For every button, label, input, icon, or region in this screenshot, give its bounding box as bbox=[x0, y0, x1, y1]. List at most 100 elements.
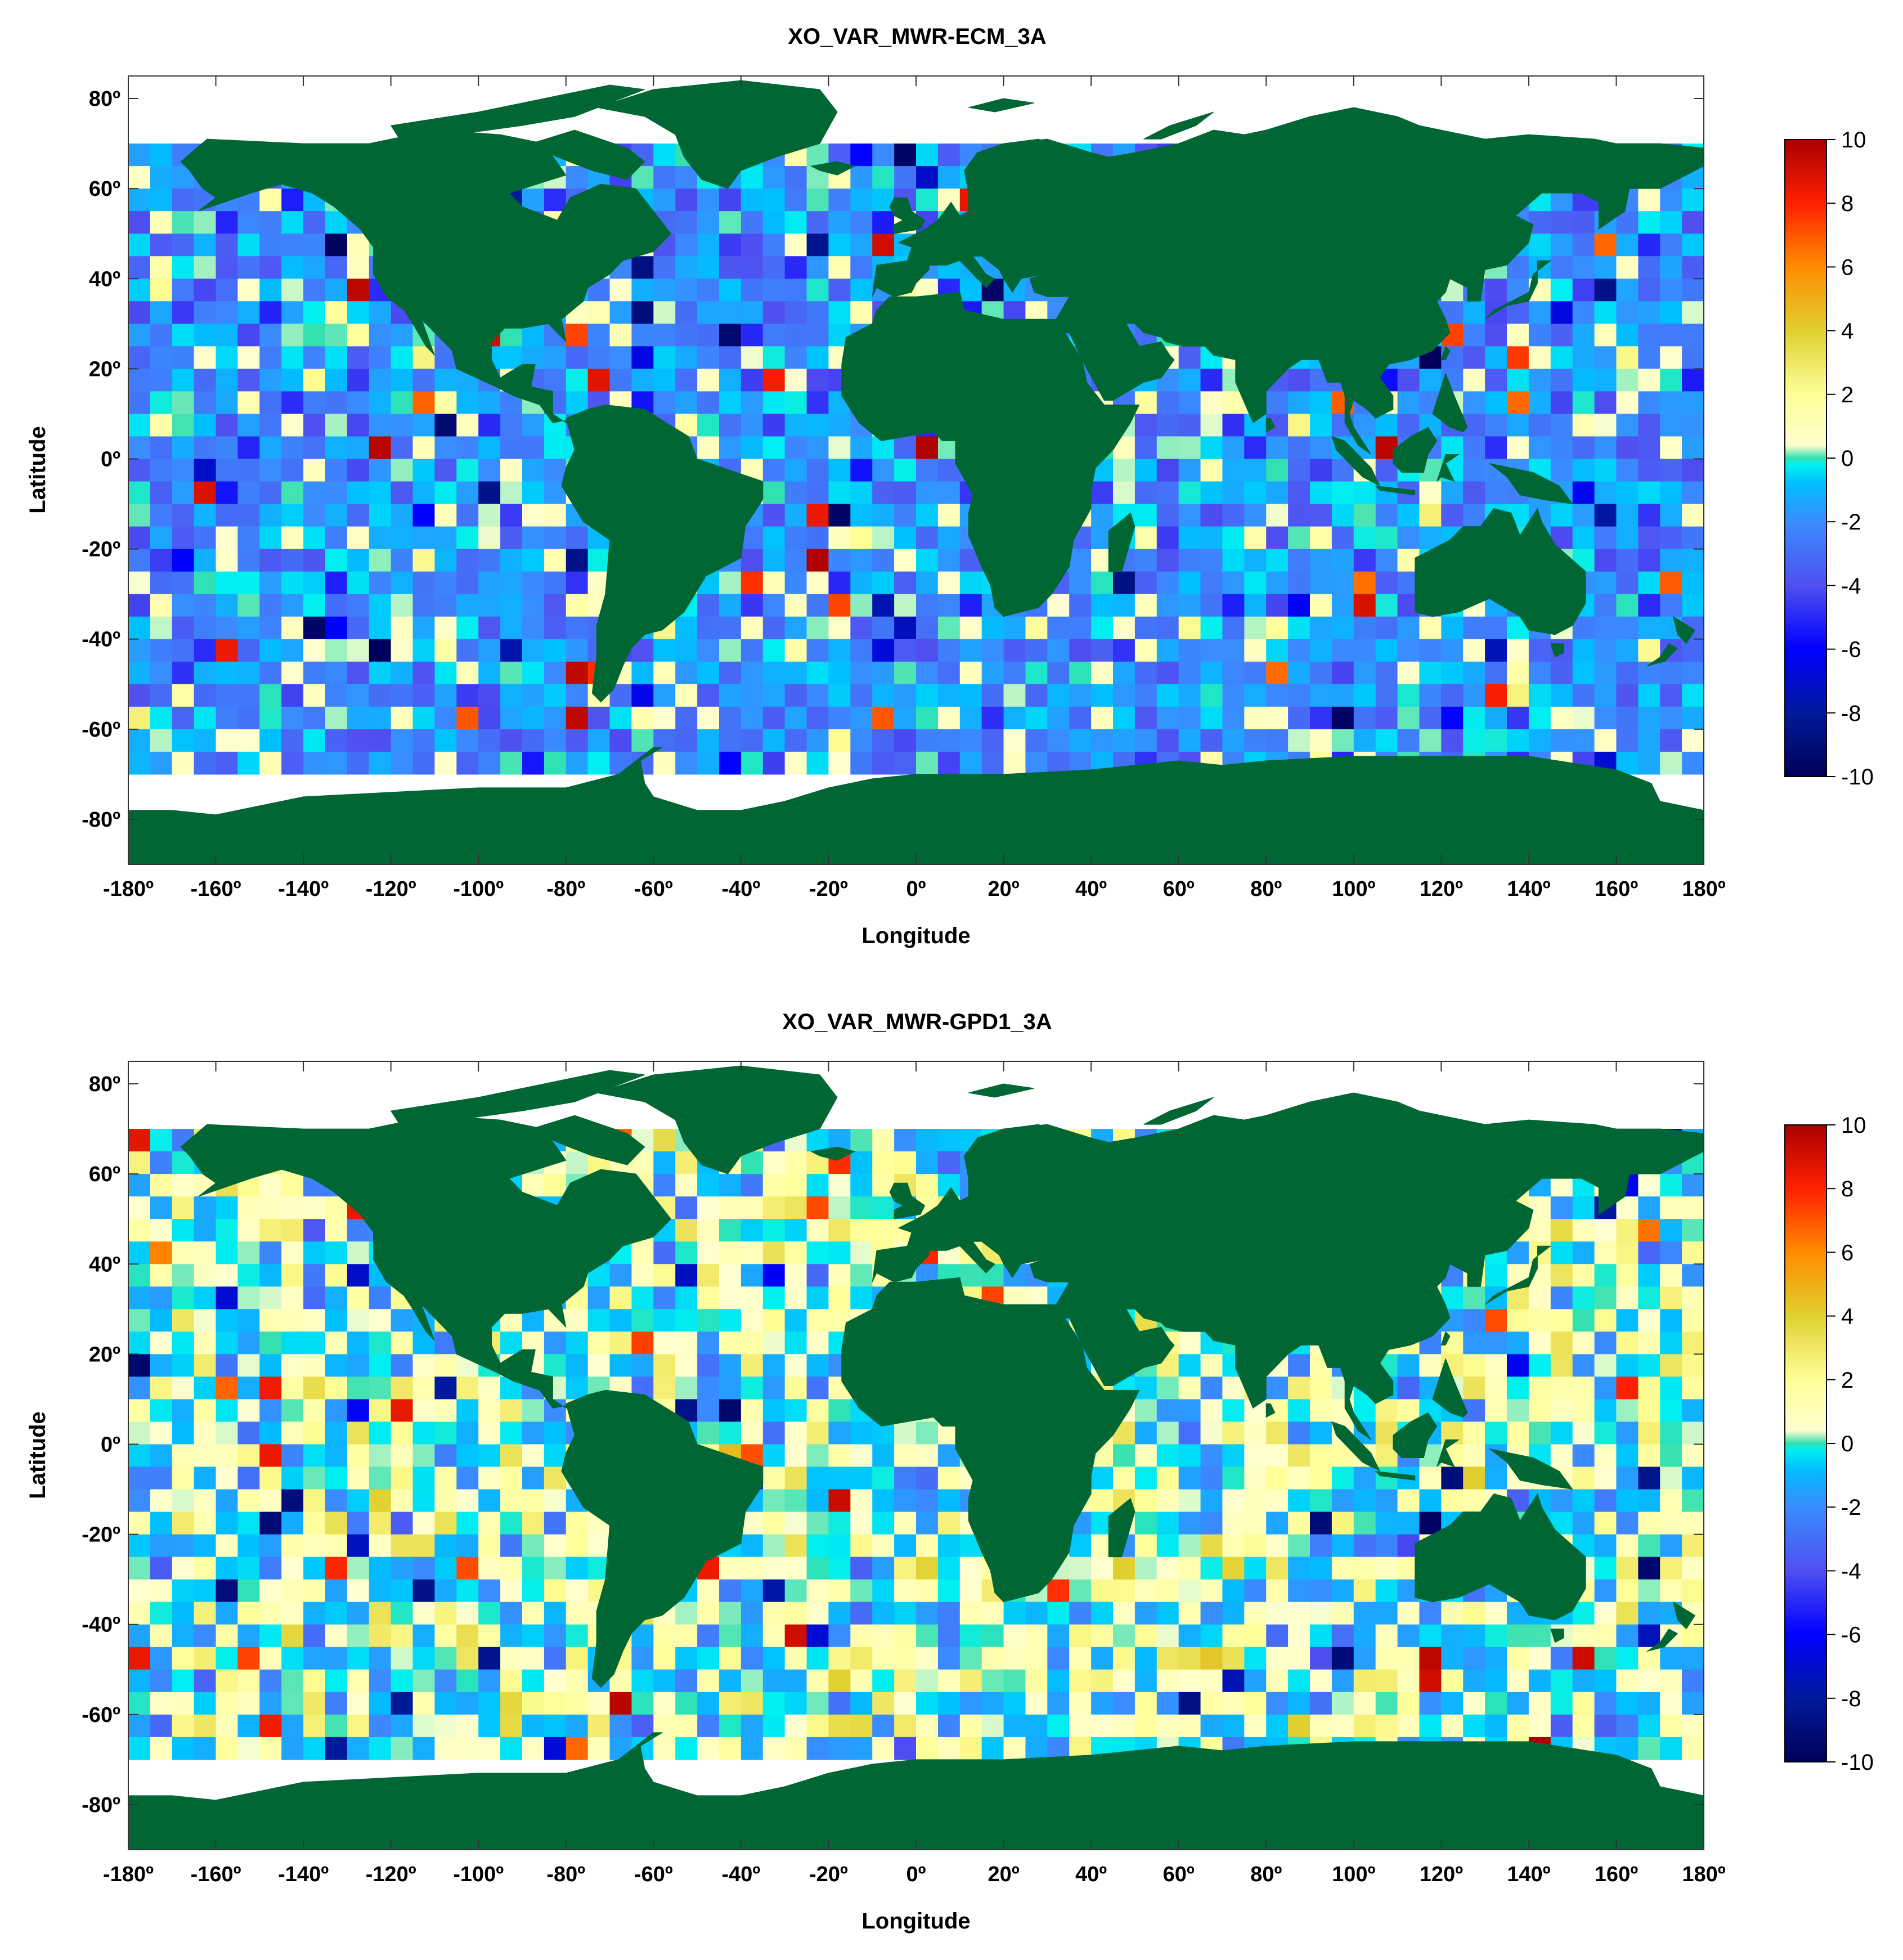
data-cell bbox=[500, 1624, 523, 1648]
data-cell bbox=[1528, 1286, 1551, 1309]
data-cell bbox=[303, 1219, 326, 1242]
data-cell bbox=[1310, 1466, 1332, 1490]
data-cell bbox=[281, 1354, 304, 1377]
data-cell bbox=[631, 1714, 654, 1738]
data-cell bbox=[128, 211, 151, 234]
data-cell bbox=[806, 684, 829, 707]
data-cell bbox=[1178, 571, 1201, 595]
data-cell bbox=[719, 1376, 742, 1400]
data-cell bbox=[1178, 1602, 1201, 1625]
data-cell bbox=[434, 1669, 457, 1693]
data-cell bbox=[937, 1579, 961, 1603]
data-cell bbox=[281, 256, 304, 279]
data-cell bbox=[281, 1444, 304, 1468]
data-cell bbox=[1156, 616, 1179, 640]
data-cell bbox=[850, 1421, 873, 1445]
data-cell bbox=[565, 1624, 589, 1648]
data-cell bbox=[1419, 729, 1442, 752]
land-baffin-island bbox=[530, 1115, 645, 1165]
data-cell bbox=[1288, 1624, 1310, 1648]
data-cell bbox=[172, 729, 195, 752]
data-cell bbox=[806, 1602, 829, 1625]
data-cell bbox=[325, 391, 348, 415]
data-cell bbox=[237, 369, 260, 392]
data-cell bbox=[303, 256, 326, 279]
data-cell bbox=[894, 1489, 917, 1513]
data-cell bbox=[391, 1331, 414, 1354]
data-cell bbox=[1528, 436, 1551, 460]
data-cell bbox=[281, 301, 304, 324]
data-cell bbox=[237, 256, 260, 279]
data-cell bbox=[1134, 1421, 1157, 1445]
data-cell bbox=[1419, 369, 1442, 392]
data-cell bbox=[1353, 729, 1376, 752]
data-cell bbox=[850, 751, 873, 775]
data-cell bbox=[675, 751, 698, 775]
data-cell bbox=[325, 1466, 348, 1490]
data-cell bbox=[1528, 1647, 1551, 1670]
data-cell bbox=[237, 1534, 260, 1558]
data-cell bbox=[1091, 1714, 1114, 1738]
data-cell bbox=[653, 684, 676, 707]
data-cell bbox=[325, 549, 348, 572]
data-cell bbox=[1616, 639, 1639, 662]
data-cell bbox=[325, 1241, 348, 1264]
land-sri-lanka bbox=[1265, 1403, 1276, 1418]
data-cell bbox=[1288, 369, 1310, 392]
data-cell bbox=[1397, 1647, 1420, 1670]
data-cell bbox=[522, 571, 545, 595]
data-cell bbox=[916, 1557, 939, 1580]
data-cell bbox=[1310, 414, 1332, 437]
data-cell bbox=[128, 436, 151, 460]
data-cell bbox=[1682, 1219, 1704, 1242]
colorbar-tick-label: 2 bbox=[1841, 383, 1853, 407]
data-cell bbox=[1244, 616, 1267, 640]
data-cell bbox=[1660, 1354, 1682, 1377]
data-cell bbox=[325, 414, 348, 437]
data-cell bbox=[762, 526, 786, 550]
data-cell bbox=[1507, 1692, 1529, 1715]
data-cell bbox=[150, 459, 173, 482]
data-cell bbox=[1331, 616, 1354, 640]
data-cell bbox=[697, 684, 720, 707]
data-cell bbox=[434, 594, 457, 617]
data-cell bbox=[828, 301, 851, 324]
data-cell bbox=[1003, 616, 1026, 640]
data-cell bbox=[259, 1331, 282, 1354]
data-cell bbox=[434, 436, 457, 460]
data-cell bbox=[872, 1151, 895, 1174]
data-cell bbox=[959, 571, 982, 595]
data-cell bbox=[172, 661, 195, 685]
data-cell bbox=[762, 324, 786, 347]
data-cell bbox=[150, 1647, 173, 1670]
data-cell bbox=[172, 639, 195, 662]
data-cell bbox=[456, 1399, 479, 1423]
data-cell bbox=[1507, 1669, 1529, 1693]
data-cell bbox=[806, 1129, 829, 1152]
data-cell bbox=[675, 1376, 698, 1400]
data-cell bbox=[1616, 256, 1639, 279]
data-cell bbox=[347, 661, 370, 685]
data-cell bbox=[216, 504, 239, 527]
data-cell bbox=[1178, 729, 1201, 752]
data-cell bbox=[740, 256, 764, 279]
data-cell bbox=[1222, 706, 1245, 730]
data-cell bbox=[259, 1264, 282, 1287]
data-cell bbox=[1638, 1264, 1660, 1287]
data-cell bbox=[500, 1647, 523, 1670]
data-cell bbox=[1572, 279, 1595, 302]
data-cell bbox=[806, 1354, 829, 1377]
data-cell bbox=[478, 504, 501, 527]
data-cell bbox=[1310, 684, 1332, 707]
data-cell bbox=[1331, 504, 1354, 527]
data-cell bbox=[303, 1737, 326, 1760]
data-cell bbox=[1113, 1602, 1135, 1625]
y-axis-label: Latitude bbox=[25, 426, 50, 514]
data-cell bbox=[1156, 639, 1179, 662]
data-cell bbox=[719, 256, 742, 279]
data-cell bbox=[1113, 616, 1135, 640]
data-cell bbox=[697, 346, 720, 369]
data-cell bbox=[150, 684, 173, 707]
data-cell bbox=[544, 661, 567, 685]
